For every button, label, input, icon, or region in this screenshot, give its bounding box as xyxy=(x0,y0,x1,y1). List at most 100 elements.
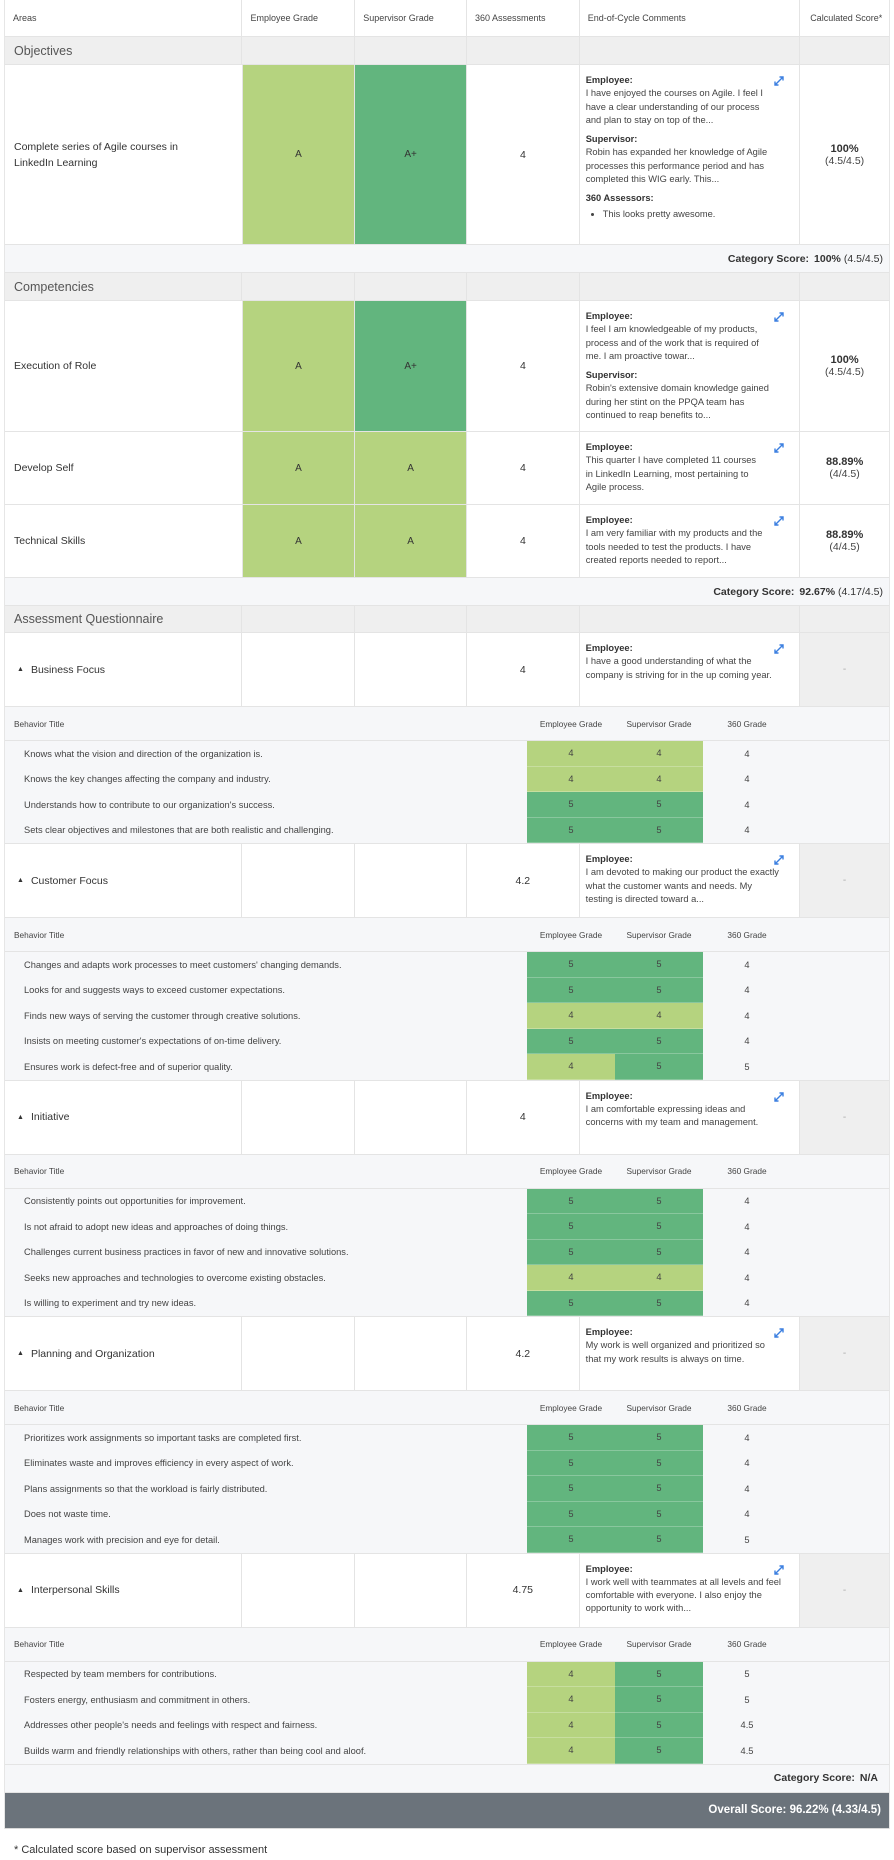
comments-cell: Employee: I am comfortable expressing ide… xyxy=(580,1080,801,1154)
supervisor-comment: Robin has expanded her knowledge of Agil… xyxy=(585,147,768,185)
assessments-360: 4.2 xyxy=(467,844,580,917)
behavior-row: Fosters energy, enthusiasm and commitmen… xyxy=(5,1687,889,1713)
employee-comment: This quarter I have completed 11 courses… xyxy=(585,455,757,492)
calculated-score: - xyxy=(800,1080,889,1154)
employee-label: Employee: xyxy=(585,1327,633,1337)
behavior-row: Knows what the vision and direction of t… xyxy=(5,741,889,767)
behavior-row: Is not afraid to adopt new ideas and app… xyxy=(5,1214,889,1240)
col-calculated-score: Calculated Score* xyxy=(810,13,883,23)
section-competencies: Competencies xyxy=(5,273,889,301)
behavior-header: Behavior Title Employee Grade Supervisor… xyxy=(5,1391,889,1425)
employee-comment: I have enjoyed the courses on Agile. I f… xyxy=(585,88,763,125)
employee-grade: A xyxy=(242,301,356,431)
caret-up-icon: ▲ xyxy=(17,877,24,884)
expand-icon[interactable] xyxy=(773,1327,785,1339)
comments-cell: Employee: I have enjoyed the courses on A… xyxy=(580,65,801,244)
group-toggle[interactable]: ▲ Customer Focus xyxy=(5,844,243,917)
behavior-row: Ensures work is defect-free and of super… xyxy=(5,1054,889,1080)
employee-label: Employee: xyxy=(585,1090,633,1101)
behavior-header: Behavior Title Employee Grade Supervisor… xyxy=(5,707,889,741)
behavior-row: Understands how to contribute to our org… xyxy=(5,792,889,818)
employee-grade: A xyxy=(242,65,356,244)
calculated-score: - xyxy=(800,1317,889,1390)
employee-label: Employee: xyxy=(585,75,633,85)
group-title: Interpersonal Skills xyxy=(30,1584,120,1596)
behavior-row: Consistently points out opportunities fo… xyxy=(5,1188,889,1214)
expand-icon[interactable] xyxy=(773,75,785,87)
group-title: Business Focus xyxy=(30,663,106,676)
behavior-row: Sets clear objectives and milestones tha… xyxy=(5,817,889,843)
behavior-row: Changes and adapts work processes to mee… xyxy=(5,952,889,978)
expand-icon[interactable] xyxy=(773,311,785,323)
comments-cell: Employee: I feel I am knowledgeable of my… xyxy=(580,301,801,431)
employee-label: Employee: xyxy=(585,515,633,525)
category-score-label: Category Score: xyxy=(713,585,795,598)
behavior-row: Challenges current business practices in… xyxy=(5,1239,889,1265)
group-title: Initiative xyxy=(30,1111,70,1123)
group-title: Planning and Organization xyxy=(30,1347,155,1360)
behavior-row: Finds new ways of serving the customer t… xyxy=(5,1003,889,1029)
score-percent: 100% xyxy=(830,142,859,155)
supervisor-grade: A xyxy=(355,505,467,577)
expand-icon[interactable] xyxy=(773,854,785,866)
score-ratio: (4/4.5) xyxy=(829,541,860,553)
expand-icon[interactable] xyxy=(773,1091,785,1103)
behavior-row: Is willing to experiment and try new ide… xyxy=(5,1290,889,1316)
category-score-label: Category Score: xyxy=(727,252,810,265)
questionnaire-group-row: ▲ Interpersonal Skills 4.75 Employee: I wo… xyxy=(5,1553,889,1628)
comments-cell: Employee: I work well with teammates at a… xyxy=(580,1553,801,1627)
calculated-score: 88.89% (4/4.5) xyxy=(800,505,889,577)
group-toggle[interactable]: ▲ Planning and Organization xyxy=(5,1317,243,1390)
expand-icon[interactable] xyxy=(773,442,785,454)
category-score-value: 100% xyxy=(814,252,841,265)
assessments-360: 4 xyxy=(467,505,580,577)
expand-icon[interactable] xyxy=(773,1564,785,1576)
group-toggle[interactable]: ▲ Business Focus xyxy=(5,633,243,706)
area-name: Complete series of Agile courses in Link… xyxy=(5,65,243,244)
category-score-ratio: (4.5/4.5) xyxy=(843,252,883,265)
assessments-360: 4.2 xyxy=(467,1317,580,1390)
behavior-row: Seeks new approaches and technologies to… xyxy=(5,1265,889,1291)
objective-row: Complete series of Agile courses in Link… xyxy=(5,65,889,245)
calculated-score: - xyxy=(800,633,889,706)
behavior-row: Manages work with precision and eye for … xyxy=(5,1527,889,1553)
category-score-questionnaire: Category Score: N/A xyxy=(5,1764,889,1793)
section-objectives: Objectives xyxy=(5,37,889,65)
expand-icon[interactable] xyxy=(773,515,785,527)
employee-grade: A xyxy=(242,505,356,577)
calculated-score: 100% (4.5/4.5) xyxy=(800,65,889,244)
behavior-row: Plans assignments so that the workload i… xyxy=(5,1476,889,1502)
employee-comment: I feel I am knowledgeable of my products… xyxy=(585,324,759,361)
expand-icon[interactable] xyxy=(773,643,785,655)
employee-grade: A xyxy=(242,432,356,504)
employee-label: Employee: xyxy=(585,311,633,321)
assessments-360: 4 xyxy=(467,633,580,706)
assessor-comment: This looks pretty awesome. xyxy=(603,208,790,221)
employee-comment: I have a good understanding of what the … xyxy=(585,656,772,680)
assessments-360: 4 xyxy=(467,65,580,244)
table-header: Areas Employee Grade Supervisor Grade 36… xyxy=(5,0,889,37)
calculated-score: 100% (4.5/4.5) xyxy=(800,301,889,431)
questionnaire-group-row: ▲ Customer Focus 4.2 Employee: I am devote… xyxy=(5,844,889,918)
employee-comment: I am comfortable expressing ideas and co… xyxy=(585,1103,759,1128)
behavior-row: Eliminates waste and improves efficiency… xyxy=(5,1450,889,1476)
behavior-row: Does not waste time. 5 5 4 xyxy=(5,1501,889,1527)
col-areas: Areas xyxy=(5,0,243,36)
behavior-table: Behavior Title Employee Grade Supervisor… xyxy=(5,1154,889,1317)
section-title: Assessment Questionnaire xyxy=(5,606,243,632)
group-toggle[interactable]: ▲ Initiative xyxy=(5,1080,243,1154)
caret-up-icon: ▲ xyxy=(17,1113,24,1121)
comments-cell: Employee: I have a good understanding of … xyxy=(580,633,801,706)
area-name: Execution of Role xyxy=(5,301,243,431)
supervisor-comment: Robin's extensive domain knowledge gaine… xyxy=(585,383,769,421)
category-score-competencies: Category Score: 92.67% (4.17/4.5) xyxy=(5,578,889,606)
calculated-score: - xyxy=(800,1553,889,1627)
supervisor-label: Supervisor: xyxy=(585,370,638,381)
employee-comment: My work is well organized and prioritize… xyxy=(585,1340,765,1364)
assessments-360: 4.75 xyxy=(467,1553,580,1627)
supervisor-label: Supervisor: xyxy=(585,134,638,145)
calculated-score: 88.89% (4/4.5) xyxy=(800,432,889,504)
comments-cell: Employee: This quarter I have completed 1… xyxy=(580,432,801,504)
group-toggle[interactable]: ▲ Interpersonal Skills xyxy=(5,1553,243,1627)
comments-cell: Employee: I am very familiar with my prod… xyxy=(580,505,801,577)
